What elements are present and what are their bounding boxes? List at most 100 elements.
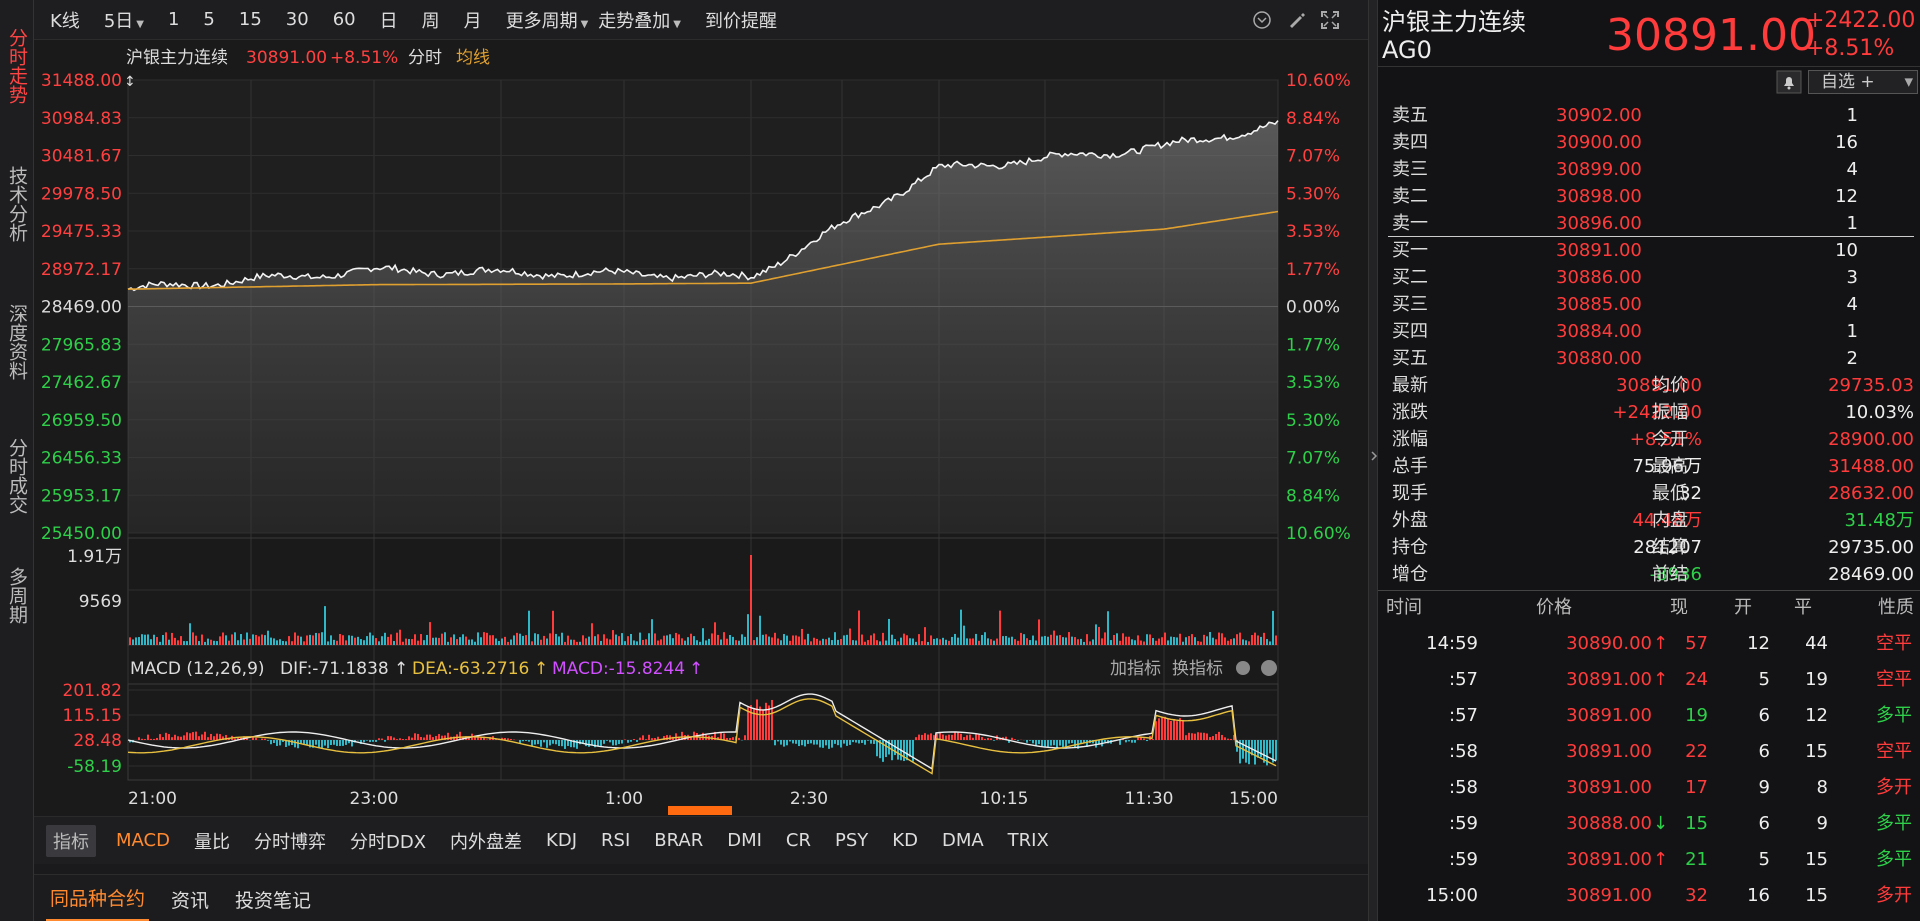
bid-row[interactable]: 买一 30891.00 10 [1378,237,1920,264]
indicator-tab-trix[interactable]: TRIX [1007,830,1049,851]
macd-bar [180,736,182,740]
period-5min-button[interactable]: 5 [203,9,215,30]
volume-bar [1194,637,1196,645]
macd-bar [744,735,746,740]
macd-bar [822,740,824,748]
volume-bar [483,632,485,645]
instrument-code: AG0 [1382,36,1432,64]
tick-nature: 多开 [1876,885,1912,906]
indicator-tab-量比[interactable]: 量比 [193,831,230,853]
tick-row[interactable]: :57 30891.00 19 6 12 多平 [1378,698,1920,734]
ask-row[interactable]: 卖二 30898.00 12 [1378,183,1920,210]
volume-bar [375,638,377,645]
volume-bar [246,632,248,645]
macd-bar [1125,740,1127,743]
nav-tab-3[interactable]: 分时成交 [6,438,28,514]
indicator-tab-dma[interactable]: DMA [941,830,984,851]
volume-bar [834,632,836,645]
pane-splitter[interactable] [1368,0,1378,921]
volume-bar [810,641,812,645]
volume-bar [762,634,764,645]
period-week-button[interactable]: 周 [421,10,440,32]
volume-bar [981,634,983,645]
tick-row[interactable]: :58 30891.00 17 9 8 多开 [1378,770,1920,806]
indicator-tab-kdj[interactable]: KDJ [546,830,578,851]
volume-bar [1248,641,1250,645]
indicator-tab-brar[interactable]: BRAR [654,830,704,851]
ask-row[interactable]: 卖一 30896.00 1 [1378,210,1920,237]
collapse-arrow-icon[interactable] [1370,450,1378,462]
period-month-button[interactable]: 月 [463,10,482,32]
watchlist-button[interactable]: 自选 + ▾ [1808,70,1918,94]
bid-row[interactable]: 买四 30884.00 1 [1378,318,1920,345]
indicator-tab-macd[interactable]: MACD [116,830,170,851]
tick-row[interactable]: :57 30891.00 ↑ 24 5 19 空平 [1378,662,1920,698]
nav-tab-2[interactable]: 深度资料 [6,304,28,380]
nav-tab-4[interactable]: 多周期 [6,566,28,624]
macd-bar [1065,740,1067,749]
price-alert-button[interactable]: 到价提醒 [705,10,777,32]
indicator-tab-psy[interactable]: PSY [835,830,869,851]
volume-bar [363,640,365,645]
indicator-tab-cr[interactable]: CR [785,830,811,851]
more-period-label: 更多周期 [505,10,578,32]
bell-icon[interactable] [1776,70,1802,94]
volume-bar [273,638,275,645]
bottom-tab-2[interactable]: 投资笔记 [235,890,312,912]
tick-row[interactable]: 15:00 30891.00 32 16 15 多开 [1378,878,1920,914]
volume-bar [627,636,629,645]
volume-bar [666,635,668,645]
bid-row[interactable]: 买二 30886.00 3 [1378,264,1920,291]
volume-bar [1098,626,1100,645]
indicator-tab-分时博弈[interactable]: 分时博弈 [253,831,326,853]
bottom-tab-0[interactable]: 同品种合约 [46,884,150,921]
period-30min-button[interactable]: 30 [285,9,309,30]
nav-tab-0[interactable]: 分时走势 [6,28,28,104]
period-5day-dropdown[interactable]: 5日 ▼ [104,7,144,33]
volume-bar [426,634,428,645]
macd-bar [564,740,566,749]
ask-row[interactable]: 卖五 30902.00 1 [1378,102,1920,129]
period-1min-button[interactable]: 1 [167,9,180,30]
macd-bar [897,740,899,760]
volume-bar [405,638,407,645]
volume-bar [972,638,974,645]
nav-tab-1[interactable]: 技术分析 [6,166,28,242]
tick-row[interactable]: :59 30888.00 ↓ 15 6 9 多平 [1378,806,1920,842]
ask-row[interactable]: 卖三 30899.00 4 [1378,156,1920,183]
volume-bar [399,629,401,645]
volume-bar [897,641,899,645]
tick-row[interactable]: :58 30891.00 22 6 15 空平 [1378,734,1920,770]
indicator-tab-kd[interactable]: KD [892,830,918,851]
volume-bar [837,639,839,645]
volume-bar [624,641,626,645]
indicator-tab-分时ddx[interactable]: 分时DDX [349,831,427,853]
circle-chevron-icon[interactable] [1252,10,1272,30]
macd-bar [978,734,980,740]
price-tick-label: 26456.33 [41,449,122,469]
tick-row[interactable]: :59 30891.00 ↑ 21 5 15 多平 [1378,842,1920,878]
ask-row[interactable]: 卖四 30900.00 16 [1378,129,1920,156]
overlay-dropdown[interactable]: 走势叠加 ▼ [598,7,681,33]
period-60min-button[interactable]: 60 [332,9,356,30]
more-period-dropdown[interactable]: 更多周期 ▼ [506,7,589,33]
kline-button[interactable]: K线 [50,10,80,32]
volume-bar [1071,636,1073,645]
bid-row[interactable]: 买五 30880.00 2 [1378,345,1920,372]
pen-icon[interactable] [1286,10,1306,30]
volume-bar [675,632,677,645]
period-day-button[interactable]: 日 [379,10,398,32]
chart-area[interactable]: 沪银主力连续 30891.00 +8.51% 分时 均线 31488.00 10.60% 30… [34,40,1368,815]
bid-row[interactable]: 买三 30885.00 4 [1378,291,1920,318]
volume-bar [654,633,656,645]
indicator-tab-rsi[interactable]: RSI [601,830,631,851]
fullscreen-icon[interactable] [1320,10,1340,30]
indicator-tab-dmi[interactable]: DMI [727,830,762,851]
macd-bar [1254,740,1256,765]
macd-bar [831,740,833,748]
tick-row[interactable]: 14:59 30890.00 ↑ 57 12 44 空平 [1378,626,1920,662]
intraday-chart[interactable]: 沪银主力连续 30891.00 +8.51% 分时 均线 31488.00 10.60% 30… [34,40,1368,815]
indicator-tab-内外盘差[interactable]: 内外盘差 [450,831,523,853]
period-15min-button[interactable]: 15 [238,9,262,30]
bottom-tab-1[interactable]: 资讯 [171,890,210,912]
